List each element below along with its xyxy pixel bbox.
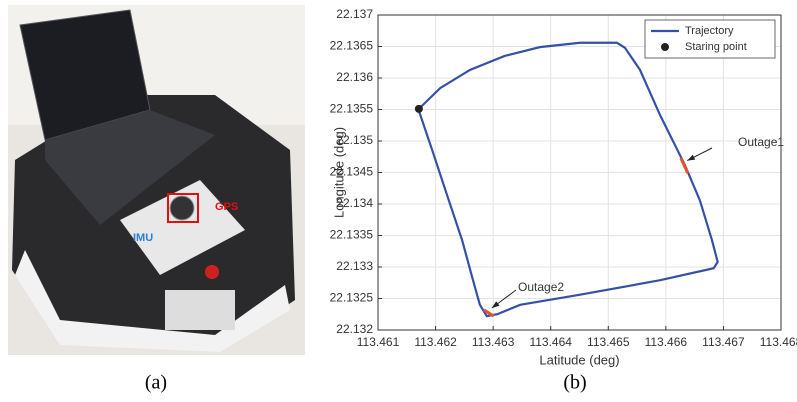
trajectory-line	[417, 41, 719, 318]
legend-swatch	[661, 43, 669, 51]
stop-button	[205, 265, 219, 279]
robot-bumper	[15, 250, 290, 352]
y-axis-label: Longitude (deg)	[331, 127, 346, 218]
x-tick-label: 113.465	[587, 335, 630, 349]
annotation: Outage2	[518, 280, 564, 294]
caption-a: (a)	[145, 372, 167, 394]
gps-box	[167, 193, 199, 223]
gps-antenna	[169, 195, 195, 221]
y-tick-label: 22.133	[336, 259, 373, 273]
x-tick-label: 113.461	[357, 335, 400, 349]
x-tick-label: 113.468	[760, 335, 797, 349]
legend-label: Trajectory	[685, 25, 734, 37]
x-tick-label: 113.466	[645, 335, 688, 349]
y-tick-label: 22.1345	[330, 165, 374, 179]
axes-frame	[377, 14, 782, 331]
control-panel	[165, 290, 235, 330]
x-tick-label: 113.464	[529, 335, 572, 349]
photo: GPS IMU	[8, 5, 305, 355]
y-tick-label: 22.132	[336, 322, 373, 336]
y-tick-label: 22.137	[336, 7, 373, 21]
legend-label: Staring point	[685, 41, 747, 53]
y-tick-label: 22.1335	[330, 228, 374, 242]
arrow-head	[491, 301, 500, 308]
outage-segment	[483, 308, 495, 318]
y-tick-label: 22.1355	[330, 102, 374, 116]
y-tick-label: 22.1325	[330, 291, 374, 305]
gps-label: GPS	[215, 201, 238, 213]
laptop-keyboard	[45, 110, 215, 225]
y-tick-label: 22.135	[336, 133, 373, 147]
y-tick-label: 22.136	[336, 70, 373, 84]
y-tick-label: 22.134	[336, 196, 373, 210]
outage-segment	[679, 157, 690, 174]
start-point	[414, 104, 423, 113]
x-axis-label: Latitude (deg)	[539, 352, 619, 367]
sensor-plate	[120, 180, 245, 275]
arrow-head	[687, 154, 696, 161]
legend-box	[644, 19, 776, 59]
imu-label: IMU	[133, 232, 153, 244]
y-tick-label: 22.1365	[330, 39, 374, 53]
annotation: Outage1	[738, 135, 784, 149]
caption-b: (b)	[563, 372, 586, 394]
x-tick-label: 113.462	[414, 335, 457, 349]
x-tick-label: 113.463	[472, 335, 515, 349]
x-tick-label: 113.467	[702, 335, 745, 349]
